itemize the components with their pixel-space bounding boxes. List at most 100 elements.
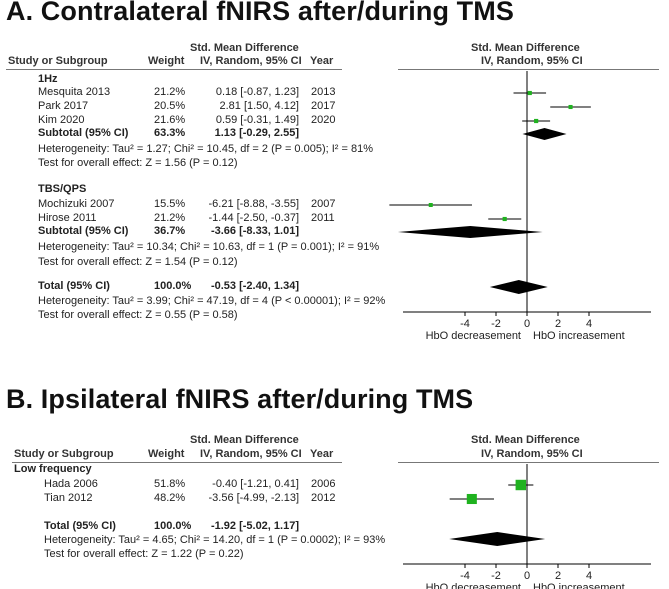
subtotal-weight: 36.7% [154, 225, 186, 237]
study-year: 2011 [311, 212, 335, 224]
group-label: Low frequency [14, 463, 92, 475]
weight-header: Weight [148, 448, 185, 460]
plot-header-line2: IV, Random, 95% CI [481, 55, 583, 67]
forest-plot-area: -4 -2 0 2 4 HbO decreasement HbO increasement [403, 464, 651, 589]
study-year: 2013 [311, 86, 336, 98]
total-label: Total (95% CI) [38, 280, 110, 292]
overall-effect-text: Test for overall effect: Z = 0.55 (P = 0… [38, 309, 238, 321]
forest-plot-ipsilateral: B. Ipsilateral fNIRS after/during TMS St… [0, 384, 669, 589]
smd-header-line1: Std. Mean Difference [190, 434, 299, 446]
weight-header: Weight [148, 55, 185, 67]
effect-marker [466, 493, 477, 505]
x-tick-label: -2 [491, 318, 501, 330]
overall-effect-text: Test for overall effect: Z = 1.56 (P = 0… [38, 157, 238, 169]
subtotal-ci: 1.13 [-0.29, 2.55] [214, 127, 299, 139]
study-ci: -6.21 [-8.88, -3.55] [208, 198, 300, 210]
study-weight: 21.2% [154, 212, 186, 224]
study-name: Hirose 2011 [38, 212, 97, 224]
panel-title: B. Ipsilateral fNIRS after/during TMS [6, 384, 474, 414]
smd-header-line2: IV, Random, 95% CI [200, 448, 302, 460]
smd-header-line1: Std. Mean Difference [190, 42, 299, 54]
subtotal-diamond [397, 226, 543, 238]
total-diamond [449, 532, 546, 546]
study-weight: 21.2% [154, 86, 186, 98]
study-ci: 0.59 [-0.31, 1.49] [215, 114, 299, 126]
total-weight: 100.0% [154, 520, 192, 532]
study-ci: -0.40 [-1.21, 0.41] [212, 478, 299, 490]
subtotal-ci: -3.66 [-8.33, 1.01] [210, 225, 299, 237]
study-name: Mochizuki 2007 [38, 198, 115, 210]
study-name: Park 2017 [38, 100, 89, 112]
study-name: Mesquita 2013 [38, 86, 111, 98]
study-name: Kim 2020 [38, 114, 85, 126]
x-tick-label: 0 [524, 318, 530, 330]
study-weight: 15.5% [154, 198, 186, 210]
x-tick-label: -4 [460, 318, 470, 330]
year-header: Year [310, 55, 334, 67]
smd-header-line2: IV, Random, 95% CI [200, 55, 302, 67]
plot-header-rule [398, 69, 659, 70]
x-left-direction-label: HbO decreasement [426, 582, 521, 589]
study-ci: 0.18 [-0.87, 1.23] [215, 86, 299, 98]
study-name: Hada 2006 [44, 478, 98, 490]
study-weight: 21.6% [154, 114, 186, 126]
total-weight: 100.0% [154, 280, 192, 292]
x-right-direction-label: HbO increasement [533, 330, 625, 342]
study-weight: 51.8% [154, 478, 186, 490]
group-label: 1Hz [38, 73, 58, 85]
heterogeneity-text: Heterogeneity: Tau² = 4.65; Chi² = 14.20… [44, 534, 386, 546]
subtotal-label: Subtotal (95% CI) [38, 127, 129, 139]
study-header: Study or Subgroup [8, 55, 108, 67]
effect-marker [515, 479, 527, 491]
total-ci: -0.53 [-2.40, 1.34] [210, 280, 299, 292]
study-year: 2006 [311, 478, 336, 490]
group-label: TBS/QPS [38, 183, 87, 195]
plot-header-line2: IV, Random, 95% CI [481, 448, 583, 460]
subtotal-diamond [522, 128, 567, 140]
study-name: Tian 2012 [44, 492, 93, 504]
study-year: 2007 [311, 198, 336, 210]
heterogeneity-text: Heterogeneity: Tau² = 10.34; Chi² = 10.6… [38, 241, 380, 253]
effect-marker [568, 104, 573, 110]
effect-marker [502, 216, 507, 222]
effect-marker [534, 118, 539, 124]
x-tick-label: 4 [586, 570, 592, 582]
x-tick-label: 4 [586, 318, 592, 330]
x-tick-label: -2 [491, 570, 501, 582]
total-diamond [489, 280, 548, 294]
plot-header-line1: Std. Mean Difference [471, 42, 580, 54]
total-ci: -1.92 [-5.02, 1.17] [210, 520, 299, 532]
header-rule [12, 462, 342, 463]
study-ci: -3.56 [-4.99, -2.13] [208, 492, 300, 504]
forest-plot-contralateral: A. Contralateral fNIRS after/during TMS … [6, 0, 659, 342]
study-ci: -1.44 [-2.50, -0.37] [208, 212, 300, 224]
x-tick-label: 0 [524, 570, 530, 582]
study-year: 2017 [311, 100, 336, 112]
heterogeneity-text: Heterogeneity: Tau² = 3.99; Chi² = 47.19… [38, 295, 386, 307]
subtotal-weight: 63.3% [154, 127, 186, 139]
overall-effect-text: Test for overall effect: Z = 1.54 (P = 0… [38, 256, 238, 268]
heterogeneity-text: Heterogeneity: Tau² = 1.27; Chi² = 10.45… [38, 143, 373, 155]
x-right-direction-label: HbO increasement [533, 582, 625, 589]
x-tick-label: -4 [460, 570, 470, 582]
plot-header-rule [398, 462, 659, 463]
subtotal-label: Subtotal (95% CI) [38, 225, 129, 237]
effect-marker [428, 203, 433, 207]
panel-title: A. Contralateral fNIRS after/during TMS [6, 0, 514, 26]
header-rule [6, 69, 342, 70]
study-header: Study or Subgroup [14, 448, 114, 460]
total-label: Total (95% CI) [44, 520, 116, 532]
year-header: Year [310, 448, 334, 460]
x-tick-label: 2 [555, 570, 561, 582]
plot-header-line1: Std. Mean Difference [471, 434, 580, 446]
forest-plot-area: -4 -2 0 2 4 HbO decreasement HbO increasement [389, 71, 651, 342]
study-ci: 2.81 [1.50, 4.12] [219, 100, 299, 112]
overall-effect-text: Test for overall effect: Z = 1.22 (P = 0… [44, 548, 244, 560]
study-year: 2012 [311, 492, 336, 504]
study-weight: 20.5% [154, 100, 186, 112]
x-tick-label: 2 [555, 318, 561, 330]
x-left-direction-label: HbO decreasement [426, 330, 521, 342]
study-weight: 48.2% [154, 492, 186, 504]
study-year: 2020 [311, 114, 336, 126]
effect-marker [527, 90, 532, 96]
